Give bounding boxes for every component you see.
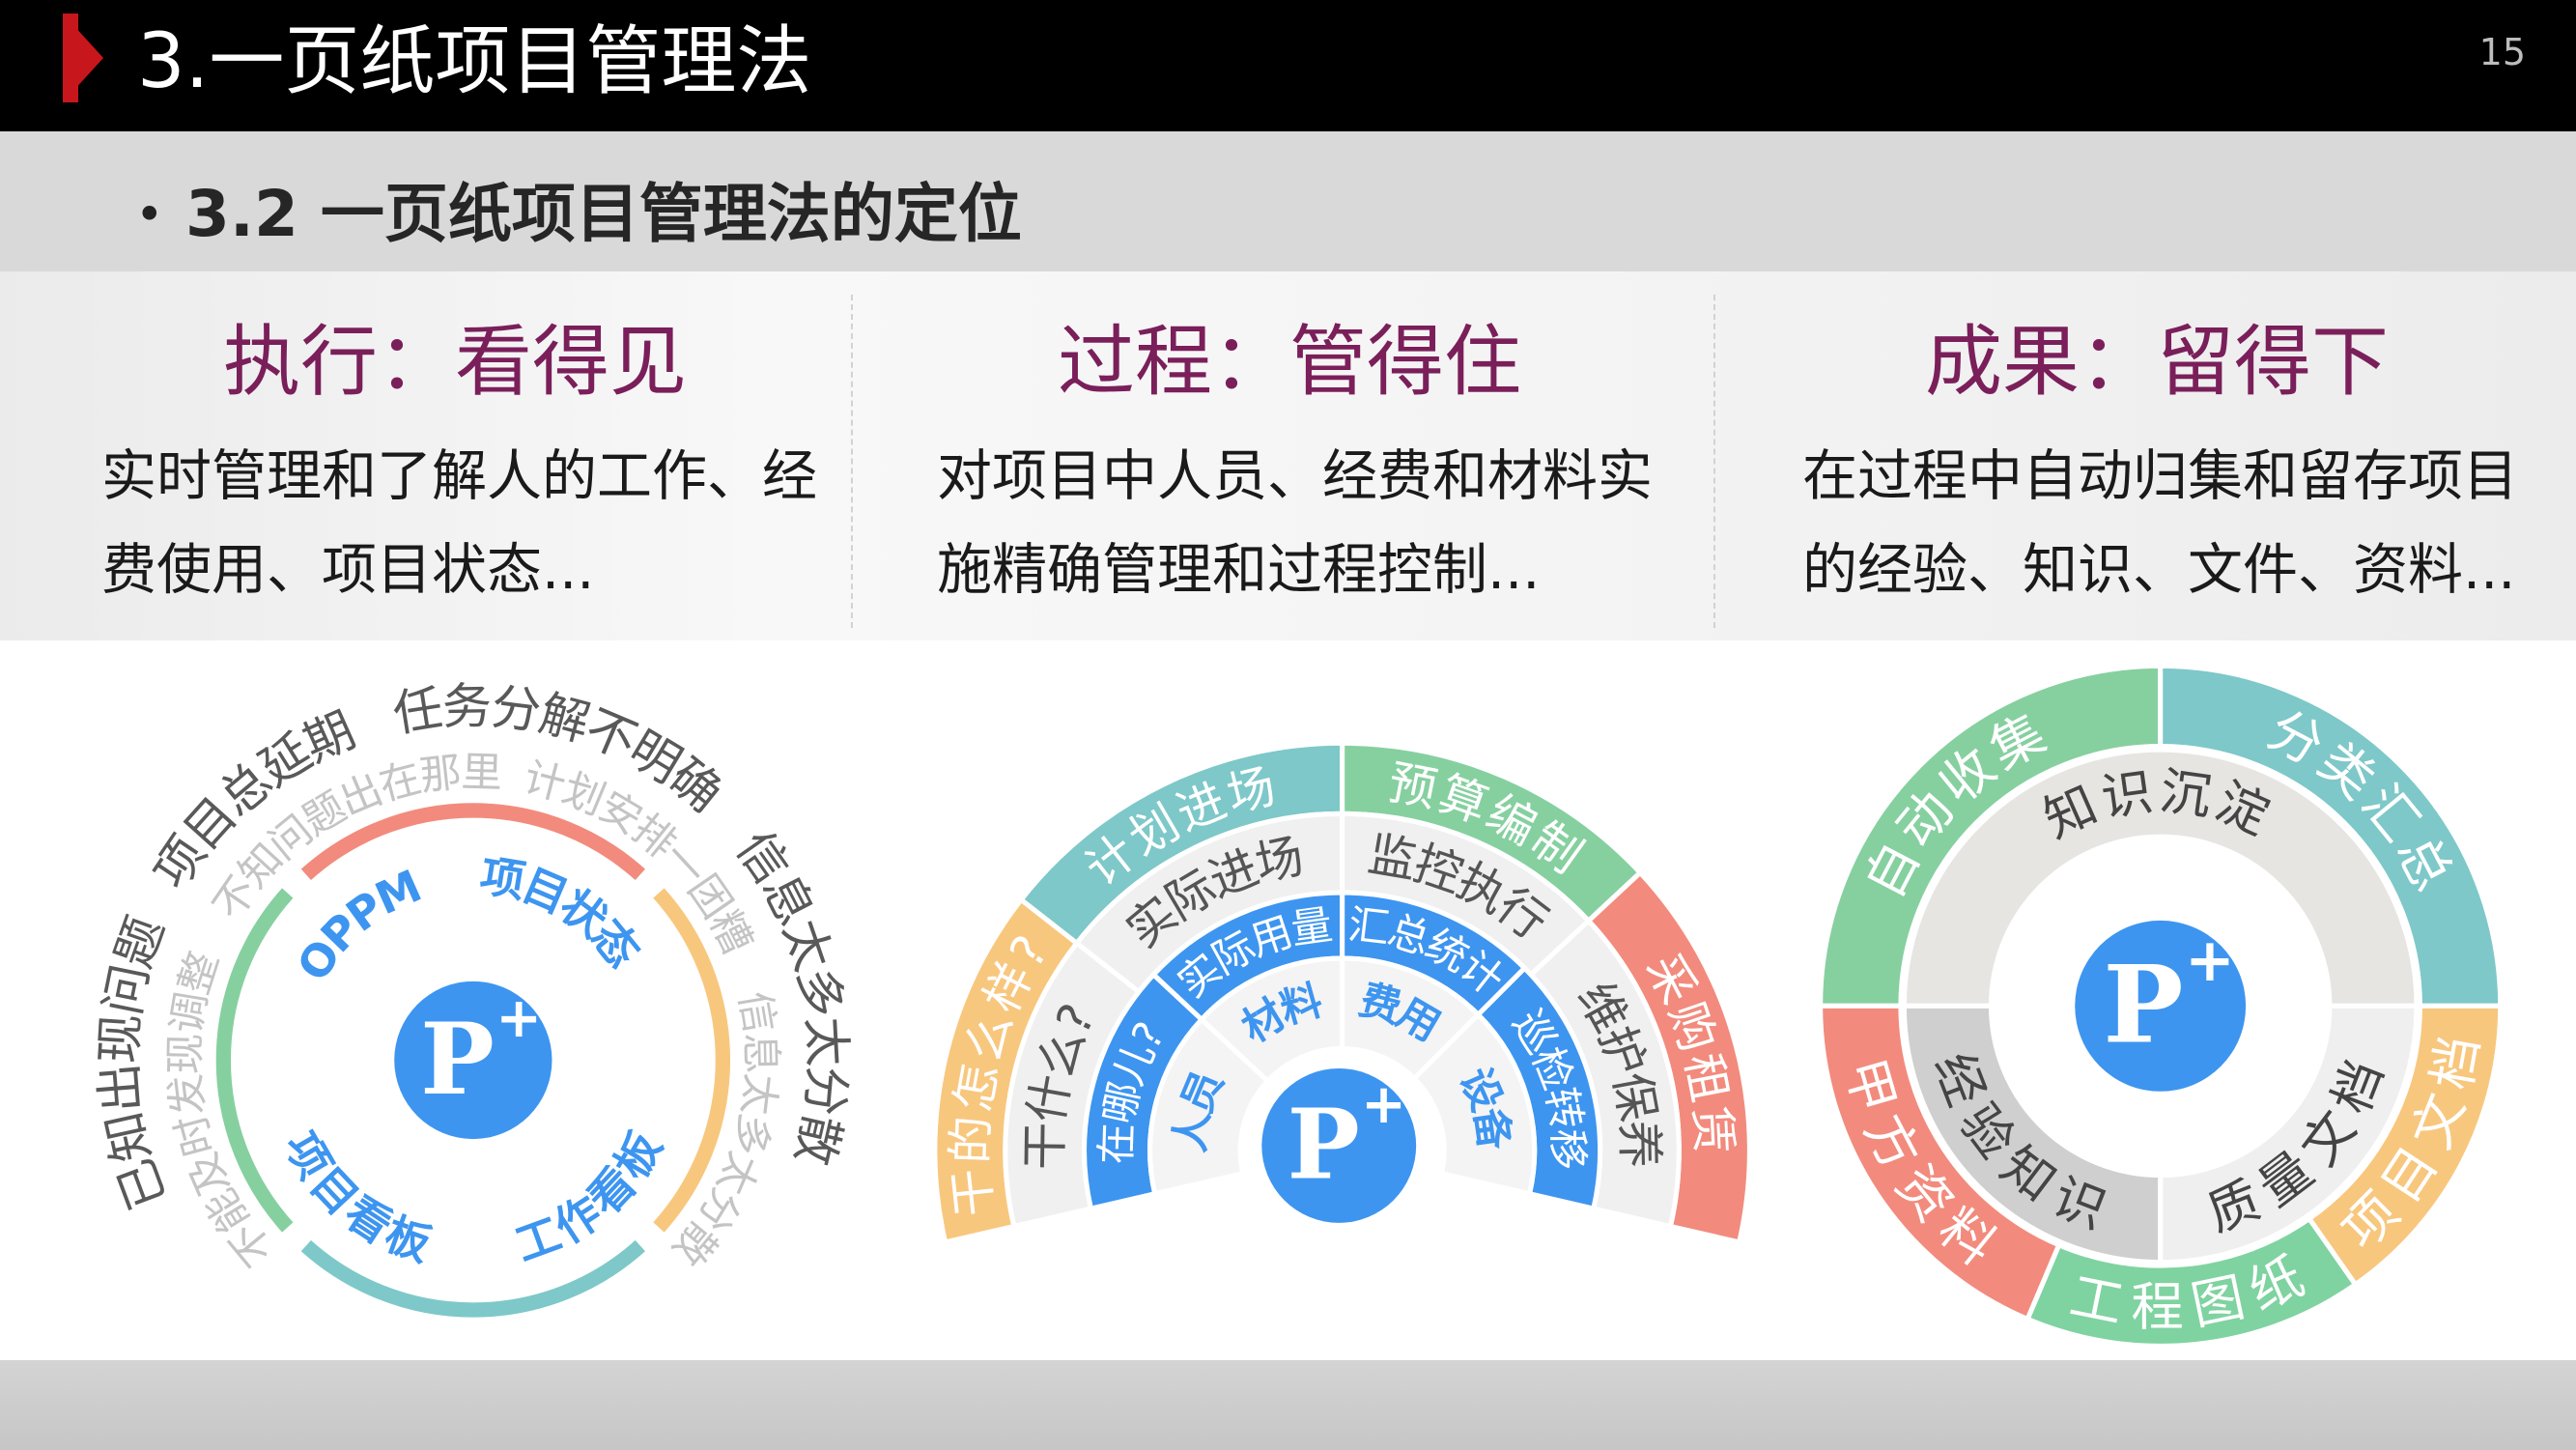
p-plus-logo: P + <box>394 981 552 1140</box>
logo-circle <box>1261 1067 1417 1223</box>
footer-band <box>0 1360 2576 1450</box>
positioning-panel <box>0 271 2576 640</box>
slide-title: 3.一页纸项目管理法 <box>137 18 812 105</box>
p-plus-logo: P + <box>1261 1067 1417 1223</box>
ring-label-text: OPPM <box>287 859 429 989</box>
bullet-icon: • <box>135 186 164 242</box>
ring-arc <box>300 1239 645 1318</box>
column-text: 施精确管理和过程控制... <box>937 538 1541 602</box>
column-text: 实时管理和了解人的工作、经 <box>101 444 817 508</box>
logo-plus: + <box>2185 925 2235 995</box>
column-divider <box>1713 295 1715 628</box>
logo-circle <box>394 981 552 1140</box>
inner-segment <box>1901 747 2420 1009</box>
ring-arc <box>300 803 645 881</box>
column-text: 费使用、项目状态... <box>101 538 595 602</box>
column-text: 的经验、知识、文件、资料... <box>1802 538 2516 602</box>
logo-plus: + <box>1361 1073 1406 1136</box>
title-marker-arrow <box>63 14 103 102</box>
inner-segment <box>1901 1003 2164 1265</box>
page-number: 15 <box>2478 31 2526 73</box>
section-subtitle: 3.2 一页纸项目管理法的定位 <box>185 177 1022 251</box>
ring-arc <box>215 888 294 1233</box>
column-heading-process: 过程：管得住 <box>1058 317 1521 407</box>
column-text: 在过程中自动归集和留存项目 <box>1802 444 2518 508</box>
column-heading-execute: 执行：看得见 <box>223 317 687 407</box>
ring-label-text: 项目看板 <box>274 1123 438 1272</box>
outer-segment <box>2158 663 2504 1009</box>
title-bar: 3.一页纸项目管理法 15 <box>0 0 2576 131</box>
outer-segment <box>1818 1003 2063 1322</box>
column-heading-result: 成果：留得下 <box>1925 317 2389 407</box>
logo-circle <box>2075 920 2247 1092</box>
outer-segment <box>1818 663 2164 1009</box>
column-text: 对项目中人员、经费和材料实 <box>937 444 1653 508</box>
ring-label: 工作看板 <box>508 1123 671 1272</box>
logo-letter: P <box>2103 943 2183 1068</box>
ring-label: 项目看板 <box>274 1123 438 1272</box>
ring-arc <box>653 888 730 1233</box>
logo-letter: P <box>420 1002 495 1118</box>
p-plus-logo: P + <box>2075 920 2247 1092</box>
subtitle-band <box>0 131 2576 271</box>
logo-letter: P <box>1288 1088 1360 1202</box>
logo-plus: + <box>495 986 542 1050</box>
inner-segment <box>1410 1010 1538 1197</box>
ring-label-text: 工作看板 <box>508 1123 671 1272</box>
ring-label: OPPM <box>287 859 429 989</box>
column-divider <box>851 295 853 628</box>
inner-segment <box>2158 1003 2420 1265</box>
